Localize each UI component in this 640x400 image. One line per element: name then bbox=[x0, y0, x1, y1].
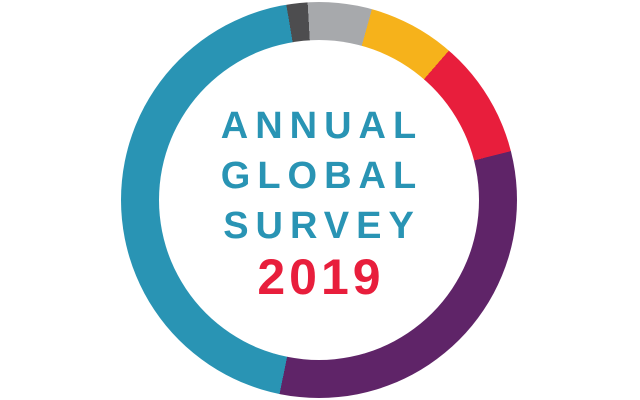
title-line-3: SURVEY bbox=[223, 205, 421, 247]
title-line-2: GLOBAL bbox=[220, 155, 424, 197]
donut-hole bbox=[159, 40, 479, 360]
title-line-1: ANNUAL bbox=[220, 105, 424, 147]
title-year: 2019 bbox=[257, 249, 385, 305]
center-title-block: ANNUAL GLOBAL SURVEY 2019 bbox=[0, 101, 640, 303]
